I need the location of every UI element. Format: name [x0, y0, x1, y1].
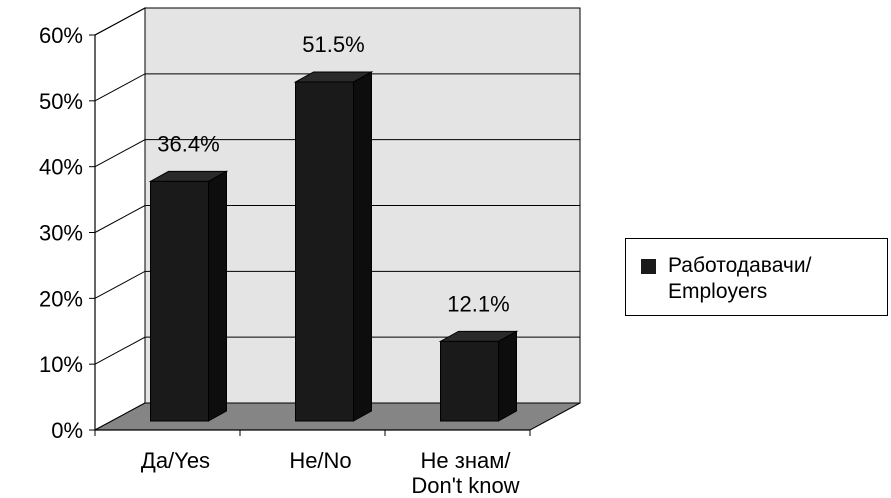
bar [295, 81, 354, 422]
bar [440, 340, 499, 422]
data-label: 12.1% [447, 291, 509, 316]
legend: Работодавачи/ Employers [625, 238, 888, 316]
gridline [94, 139, 580, 168]
bar-side [498, 330, 517, 422]
gridline [94, 73, 580, 102]
data-label: 36.4% [157, 131, 219, 156]
x-axis-ticks: Да/Yes Не/No Не знам/Don't know [94, 430, 531, 498]
bar [150, 180, 209, 422]
gridline [94, 336, 580, 365]
bars [148, 71, 519, 422]
y-tick-label: 20% [39, 286, 83, 311]
y-tick-label: 10% [39, 352, 83, 377]
gridline [94, 205, 580, 233]
x-tick-label: Да/Yes [141, 448, 210, 473]
legend-label: Работодавачи/ Employers [668, 254, 812, 303]
x-tick-label: Не/No [289, 448, 351, 473]
legend-swatch [641, 259, 656, 274]
y-tick-label: 30% [39, 221, 83, 246]
data-labels: 36.4% 51.5% 12.1% [157, 32, 509, 316]
x-tick-label: Не знам/Don't know [411, 448, 519, 498]
y-tick-label: 0% [51, 418, 83, 443]
data-label: 51.5% [302, 32, 364, 57]
gridlines [94, 7, 580, 365]
y-tick-label: 50% [39, 89, 83, 114]
y-tick-label: 60% [39, 23, 83, 48]
gridline [94, 7, 580, 36]
gridline [94, 270, 580, 299]
bar-side [208, 170, 227, 422]
y-tick-label: 40% [39, 155, 83, 180]
y-axis-ticks: 0% 10% 20% 30% 40% 50% 60% [39, 23, 95, 443]
bar-side [353, 71, 372, 422]
